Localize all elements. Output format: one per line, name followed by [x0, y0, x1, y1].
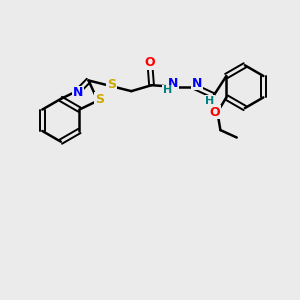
Text: N: N: [168, 76, 179, 90]
Text: N: N: [73, 86, 83, 99]
Text: O: O: [210, 106, 220, 119]
Text: S: S: [107, 78, 116, 91]
Text: H: H: [206, 96, 215, 106]
Text: H: H: [163, 85, 172, 95]
Text: S: S: [95, 93, 104, 106]
Text: N: N: [192, 76, 202, 90]
Text: O: O: [145, 56, 155, 69]
